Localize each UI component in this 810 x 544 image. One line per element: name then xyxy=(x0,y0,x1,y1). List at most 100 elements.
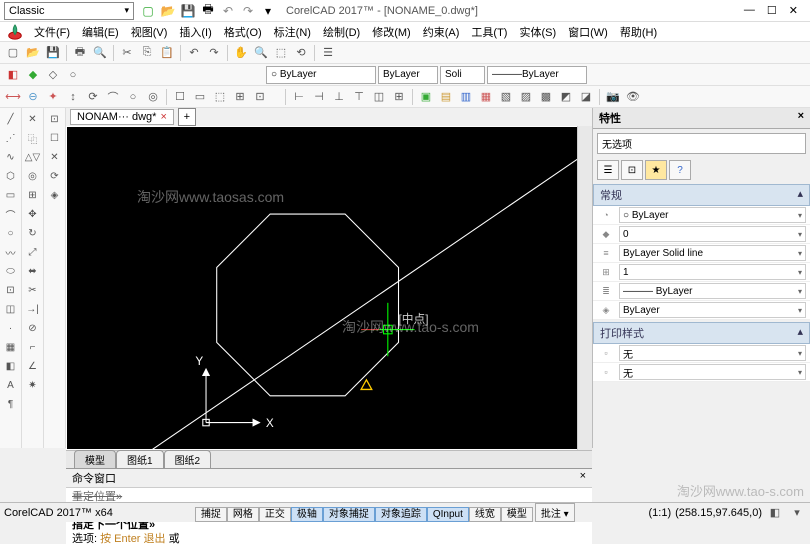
copy-btn[interactable]: ⎘ xyxy=(138,44,156,62)
prop-value[interactable]: ○ ByLayer xyxy=(619,207,806,223)
e1[interactable]: ⊡ xyxy=(46,110,64,128)
block-tool[interactable]: ◫ xyxy=(2,300,20,318)
props-close[interactable]: × xyxy=(798,110,804,126)
file-tab[interactable]: NONAM··· dwg* × xyxy=(70,109,174,125)
fillet-tool[interactable]: ⌐ xyxy=(24,338,42,356)
sheet-tab[interactable]: 图纸2 xyxy=(164,450,212,468)
menu-item[interactable]: 编辑(E) xyxy=(76,25,125,41)
layer-dropdown[interactable]: ○ ByLayer xyxy=(266,66,376,84)
redo-btn[interactable]: ↷ xyxy=(205,44,223,62)
hatch-tool[interactable]: ▦ xyxy=(2,338,20,356)
open-btn[interactable]: 📂 xyxy=(24,44,42,62)
d5[interactable]: ⊡ xyxy=(251,88,269,106)
sheet-tab[interactable]: 模型 xyxy=(74,450,116,468)
c3[interactable]: ▥ xyxy=(457,88,475,106)
menu-item[interactable]: 格式(O) xyxy=(218,25,268,41)
print-icon[interactable]: 🖶 xyxy=(200,3,216,19)
new-btn[interactable]: ▢ xyxy=(4,44,22,62)
c1[interactable]: ▣ xyxy=(417,88,435,106)
array-tool[interactable]: ⊞ xyxy=(24,186,42,204)
props-btn[interactable]: ☰ xyxy=(319,44,337,62)
drawing-canvas[interactable]: X Y [中点] 淘沙网www.taosas.com 淘沙网www.tao-s.… xyxy=(67,127,591,449)
layer-mgr-btn[interactable]: ◧ xyxy=(4,66,22,84)
c9[interactable]: ◪ xyxy=(577,88,595,106)
workspace-dropdown[interactable]: Classic xyxy=(4,2,134,20)
cut-btn[interactable]: ✂ xyxy=(118,44,136,62)
erase-tool[interactable]: ✕ xyxy=(24,110,42,128)
status-extra1[interactable]: ◧ xyxy=(766,504,784,522)
selection-dropdown[interactable]: 无选项 xyxy=(597,133,806,154)
dim-cen[interactable]: ◎ xyxy=(144,88,162,106)
status-toggle[interactable]: QInput xyxy=(427,507,469,522)
dim-lin[interactable]: ⟷ xyxy=(4,88,22,106)
save-btn[interactable]: 💾 xyxy=(44,44,62,62)
status-extra2[interactable]: ▾ xyxy=(788,504,806,522)
close-button[interactable]: ✕ xyxy=(789,4,798,17)
pb1[interactable]: ☰ xyxy=(597,160,619,180)
mirror-tool[interactable]: △▽ xyxy=(24,148,42,166)
undo-icon[interactable]: ↶ xyxy=(220,3,236,19)
c2[interactable]: ▤ xyxy=(437,88,455,106)
sheet-tab[interactable]: 图纸1 xyxy=(116,450,164,468)
cmd-close[interactable]: × xyxy=(580,470,586,486)
c6[interactable]: ▨ xyxy=(517,88,535,106)
menu-item[interactable]: 窗口(W) xyxy=(562,25,614,41)
e4[interactable]: ⟳ xyxy=(46,167,64,185)
c8[interactable]: ◩ xyxy=(557,88,575,106)
status-toggle[interactable]: 对象捕捉 xyxy=(323,507,375,522)
line-tool[interactable]: ╱ xyxy=(2,110,20,128)
ellipse-tool[interactable]: ⬭ xyxy=(2,262,20,280)
color-dropdown[interactable]: ByLayer xyxy=(378,66,438,84)
prop-value[interactable]: 1 xyxy=(619,264,806,280)
e3[interactable]: ✕ xyxy=(46,148,64,166)
prop-value[interactable]: 无 xyxy=(619,345,806,361)
prop-value[interactable]: ByLayer xyxy=(619,302,806,318)
d3[interactable]: ⬚ xyxy=(211,88,229,106)
section-print[interactable]: 打印样式▴ xyxy=(593,322,810,344)
region-tool[interactable]: ◧ xyxy=(2,357,20,375)
stretch-tool[interactable]: ⬌ xyxy=(24,262,42,280)
prop-value[interactable]: ByLayer Solid line xyxy=(619,245,806,261)
trim-tool[interactable]: ✂ xyxy=(24,281,42,299)
new-icon[interactable]: ▢ xyxy=(140,3,156,19)
status-toggle[interactable]: 模型 xyxy=(501,507,533,522)
break-tool[interactable]: ⊘ xyxy=(24,319,42,337)
new-tab-button[interactable]: + xyxy=(178,108,196,126)
undo-btn[interactable]: ↶ xyxy=(185,44,203,62)
spline-tool[interactable]: 〰 xyxy=(2,243,20,261)
explode-tool[interactable]: ✷ xyxy=(24,376,42,394)
text-tool[interactable]: A xyxy=(2,376,20,394)
s3[interactable]: ⊥ xyxy=(330,88,348,106)
insert-tool[interactable]: ⊡ xyxy=(2,281,20,299)
menu-item[interactable]: 插入(I) xyxy=(173,25,217,41)
copy-tool[interactable]: ⿻ xyxy=(24,129,42,147)
section-general[interactable]: 常规▴ xyxy=(593,184,810,206)
pline-tool[interactable]: ∿ xyxy=(2,148,20,166)
c7[interactable]: ▩ xyxy=(537,88,555,106)
status-toggle[interactable]: 正交 xyxy=(259,507,291,522)
status-toggle[interactable]: 极轴 xyxy=(291,507,323,522)
vscrollbar[interactable] xyxy=(577,126,592,450)
scale-tool[interactable]: ⤢ xyxy=(24,243,42,261)
menu-item[interactable]: 实体(S) xyxy=(513,25,562,41)
view-btn[interactable]: 👁 xyxy=(624,88,642,106)
d1[interactable]: ☐ xyxy=(171,88,189,106)
arc-tool[interactable]: ⌒ xyxy=(2,205,20,223)
menu-item[interactable]: 绘制(D) xyxy=(317,25,366,41)
dim-align[interactable]: ⊖ xyxy=(24,88,42,106)
s2[interactable]: ⊣ xyxy=(310,88,328,106)
c5[interactable]: ▧ xyxy=(497,88,515,106)
pb2[interactable]: ⊡ xyxy=(621,160,643,180)
prop-value[interactable]: 无 xyxy=(619,364,806,380)
menu-item[interactable]: 帮助(H) xyxy=(614,25,663,41)
mtext-tool[interactable]: ¶ xyxy=(2,395,20,413)
status-toggle[interactable]: 网格 xyxy=(227,507,259,522)
print-btn[interactable]: 🖶 xyxy=(71,44,89,62)
s6[interactable]: ⊞ xyxy=(390,88,408,106)
circle-tool[interactable]: ○ xyxy=(2,224,20,242)
e2[interactable]: ☐ xyxy=(46,129,64,147)
save-icon[interactable]: 💾 xyxy=(180,3,196,19)
cam-btn[interactable]: 📷 xyxy=(604,88,622,106)
point-tool[interactable]: · xyxy=(2,319,20,337)
c4[interactable]: ▦ xyxy=(477,88,495,106)
